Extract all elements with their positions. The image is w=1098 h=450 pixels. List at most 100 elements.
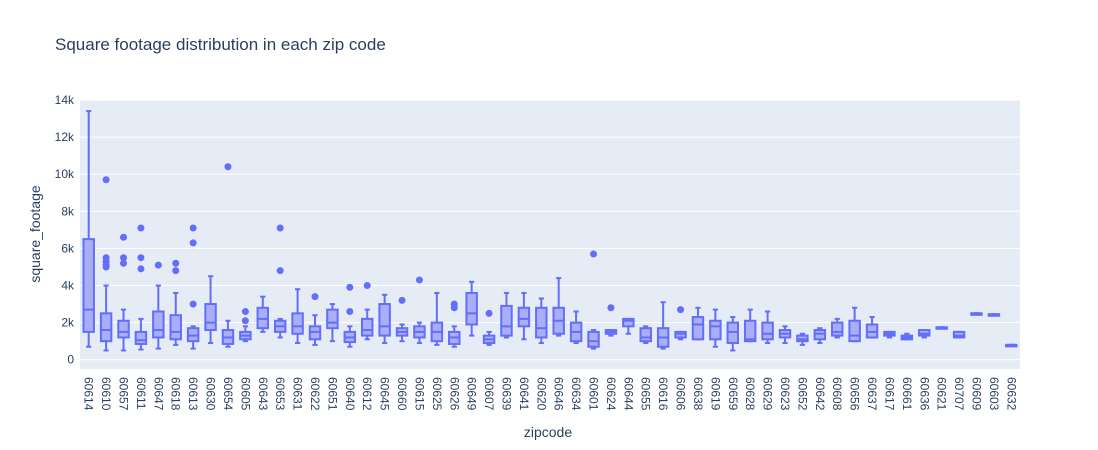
outlier-point [137,254,145,262]
box-60628 [743,308,757,343]
outlier-point [102,254,110,262]
box-60645 [378,293,391,345]
x-tick-label: 60639 [499,377,513,411]
iqr-box [535,306,548,339]
iqr-box [99,312,113,343]
outlier-point [172,259,180,267]
box-60605 [239,307,252,343]
x-tick-label: 60642 [813,377,827,411]
x-tick-label: 60629 [761,377,775,411]
y-axis-title: square_footage [27,185,43,283]
x-tick-label: 60649 [465,377,479,411]
box-60638 [691,306,705,341]
y-tick-label: 12k [55,130,75,144]
box-60620 [535,297,548,345]
y-tick-label: 2k [61,316,75,330]
box-60643 [256,295,269,333]
box-60616 [656,301,670,350]
gridlines [80,99,1020,361]
outlier-point [189,224,197,232]
box-60612 [361,282,374,341]
outlier-point [137,265,145,273]
outlier-point [241,307,249,315]
box-60636 [918,329,931,339]
x-tick-label: 60618 [169,377,183,411]
x-tick-label: 60652 [795,377,809,411]
box-60639 [500,291,513,339]
x-tick-label: 60643 [256,377,270,411]
box-60649 [465,280,478,337]
outlier-point [346,283,354,291]
box-60654 [221,163,235,348]
box-60660 [395,296,409,343]
iqr-box [169,314,182,341]
x-tick-label: 60653 [273,377,287,411]
x-tick-label: 60609 [969,377,983,411]
outlier-point [607,304,615,312]
x-tick-label: 60620 [534,377,548,411]
iqr-box [204,303,217,332]
box-60622 [308,293,322,346]
x-tick-label: 60615 [412,377,426,411]
box-60609 [970,312,983,316]
box-60640 [343,283,357,348]
x-tick-label: 60646 [552,377,566,411]
y-tick-label: 6k [61,241,75,255]
box-60651 [326,303,339,343]
box-60608 [831,317,844,339]
iqr-box [517,306,531,328]
x-tick-label: 60645 [378,377,392,411]
box-60641 [517,291,531,341]
iqr-box [587,330,600,348]
plot-area [80,100,1020,369]
box-60652 [796,332,809,346]
box-60629 [761,310,774,345]
box-60634 [569,310,583,345]
outlier-point [189,239,197,247]
outlier-point [485,309,493,317]
y-tick-label: 10k [55,167,75,181]
x-tick-label: 60638 [691,377,705,411]
outlier-point [172,267,180,275]
iqr-box [117,319,130,339]
outlier-point [102,176,110,184]
outlier-point [346,307,354,315]
x-axis-title: zipcode [524,424,572,440]
iqr-box [761,321,774,341]
x-tick-label: 60655 [639,377,653,411]
x-tick-label: 60616 [656,377,670,411]
x-tick-label: 60631 [291,377,305,411]
iqr-box [152,310,165,339]
iqr-box [465,291,478,326]
x-tick-label: 60613 [186,377,200,411]
x-tick-label: 60647 [151,377,165,411]
x-tick-label: 60636 [917,377,931,411]
iqr-box [709,319,722,341]
box-60613 [186,224,200,350]
chart-title: Square footage distribution in each zip … [55,35,386,54]
box-60657 [117,233,130,352]
box-60603 [987,313,1001,317]
box-60607 [482,309,496,346]
x-tick-label: 60640 [343,377,357,411]
box-60661 [900,332,914,341]
x-tick-label: 60601 [587,377,601,411]
x-tick-label: 60611 [134,377,148,410]
iqr-box [639,327,652,343]
x-tick-label: 60614 [82,377,96,411]
x-tick-label: 60610 [99,377,113,411]
x-tick-label: 60637 [865,377,879,411]
outlier-point [450,300,458,308]
x-tick-label: 60630 [204,377,218,411]
box-60606 [674,306,687,341]
outlier-point [241,317,249,325]
box-60707 [952,330,966,339]
x-tick-label: 60605 [238,377,252,411]
iqr-box [691,316,705,341]
box-60625 [430,291,444,346]
x-tick-label: 60617 [882,377,896,411]
x-tick-label: 60625 [430,377,444,411]
x-tick-label: 60626 [447,377,461,411]
outlier-point [154,261,162,269]
x-tick-label: 60657 [117,377,131,411]
